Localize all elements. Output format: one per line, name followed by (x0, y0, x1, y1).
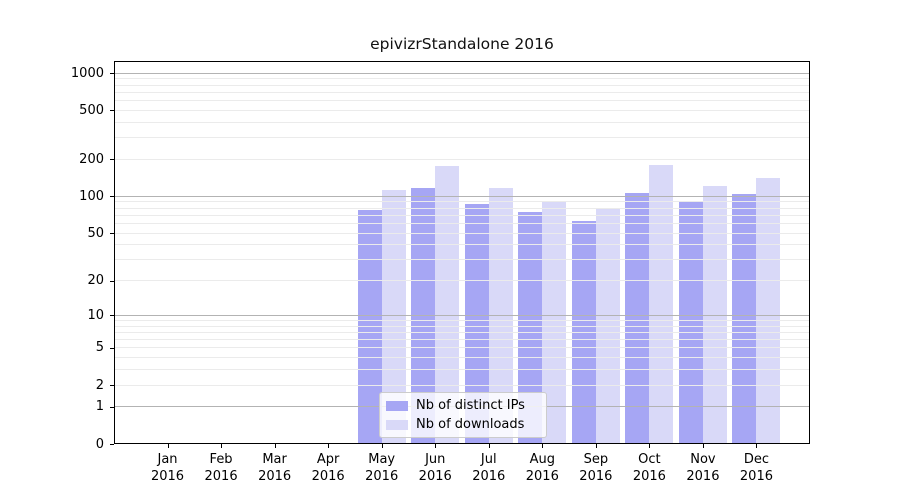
x-tick-label-oct: Oct 2016 (632, 452, 666, 484)
bar-distinct-ips-oct-2016 (625, 193, 650, 444)
gridline-minor (114, 280, 810, 282)
x-tick-label-apr: Apr 2016 (311, 452, 345, 484)
gridline-minor (114, 222, 810, 224)
gridline-minor (114, 84, 810, 86)
gridline-minor (114, 319, 810, 321)
y-tick-label-5: 5 (95, 340, 104, 356)
gridline-minor (114, 109, 810, 111)
x-tick-label-dec: Dec 2016 (739, 452, 773, 484)
gridline-minor (114, 78, 810, 80)
gridline-minor (114, 158, 810, 160)
x-tick-label-sep: Sep 2016 (579, 452, 613, 484)
y-tick-mark (110, 280, 114, 282)
gridline-minor (114, 369, 810, 371)
x-tick-label-may: May 2016 (365, 452, 399, 484)
x-tick-label-jul: Jul 2016 (472, 452, 506, 484)
legend-swatch-distinct-ips-icon (386, 400, 408, 411)
y-tick-label-1000: 1000 (70, 65, 104, 81)
gridline-minor (114, 201, 810, 203)
y-tick-mark (110, 196, 114, 198)
y-tick-label-50: 50 (87, 225, 104, 241)
bar-downloads-dec-2016 (756, 177, 781, 444)
x-tick-label-feb: Feb 2016 (204, 452, 238, 484)
y-tick-mark (110, 315, 114, 317)
x-tick-mark (221, 444, 223, 448)
gridline-minor (114, 259, 810, 261)
x-tick-mark (167, 444, 169, 448)
x-tick-mark (702, 444, 704, 448)
legend: Nb of distinct IPs Nb of downloads (379, 392, 547, 438)
y-tick-mark (110, 73, 114, 75)
gridline-minor (114, 357, 810, 359)
y-tick-label-2: 2 (95, 377, 104, 393)
y-tick-label-100: 100 (79, 188, 104, 204)
gridline-minor (114, 232, 810, 234)
legend-swatch-downloads-icon (386, 419, 408, 430)
y-tick-mark (110, 347, 114, 349)
gridline-minor (114, 244, 810, 246)
x-tick-mark (756, 444, 758, 448)
x-tick-label-aug: Aug 2016 (525, 452, 559, 484)
gridline-major (114, 72, 810, 74)
y-tick-mark (110, 444, 114, 445)
gridline-minor (114, 384, 810, 386)
legend-label-downloads: Nb of downloads (416, 417, 525, 432)
x-tick-label-nov: Nov 2016 (686, 452, 720, 484)
y-tick-mark (110, 159, 114, 161)
bar-distinct-ips-may-2016 (357, 209, 382, 444)
plot-area (114, 61, 810, 444)
x-tick-label-jun: Jun 2016 (418, 452, 452, 484)
x-tick-mark (488, 444, 490, 448)
y-tick-mark (110, 385, 114, 387)
y-tick-mark (110, 406, 114, 408)
gridline-minor (114, 121, 810, 123)
x-tick-mark (595, 444, 597, 448)
y-tick-label-500: 500 (79, 102, 104, 118)
y-tick-label-1: 1 (95, 399, 104, 415)
y-tick-mark (110, 233, 114, 235)
gridline-minor (114, 91, 810, 93)
x-tick-mark (435, 444, 437, 448)
gridline-minor (114, 207, 810, 209)
x-tick-label-jan: Jan 2016 (150, 452, 185, 484)
gridline-major (114, 314, 810, 316)
x-tick-mark (542, 444, 544, 448)
x-tick-mark (328, 444, 330, 448)
gridline-minor (114, 100, 810, 102)
gridline-minor (114, 214, 810, 216)
bar-downloads-oct-2016 (649, 164, 674, 444)
y-tick-label-0: 0 (95, 436, 104, 452)
y-tick-label-20: 20 (87, 273, 104, 289)
gridline-minor (114, 347, 810, 349)
y-tick-label-200: 200 (79, 151, 104, 167)
gridline-major (114, 195, 810, 197)
x-tick-mark (274, 444, 276, 448)
x-tick-mark (381, 444, 383, 448)
x-tick-mark (649, 444, 651, 448)
legend-item-distinct-ips: Nb of distinct IPs (386, 398, 538, 413)
gridline-minor (114, 339, 810, 341)
chart-title: epivizrStandalone 2016 (370, 35, 554, 53)
gridline-minor (114, 325, 810, 327)
bar-distinct-ips-dec-2016 (732, 193, 757, 444)
gridline-minor (114, 331, 810, 333)
bar-distinct-ips-nov-2016 (678, 201, 703, 444)
legend-item-downloads: Nb of downloads (386, 417, 538, 432)
y-tick-label-10: 10 (87, 307, 104, 323)
y-tick-mark (110, 110, 114, 112)
gridline-minor (114, 137, 810, 139)
x-tick-label-mar: Mar 2016 (258, 452, 292, 484)
legend-label-distinct-ips: Nb of distinct IPs (416, 398, 525, 413)
